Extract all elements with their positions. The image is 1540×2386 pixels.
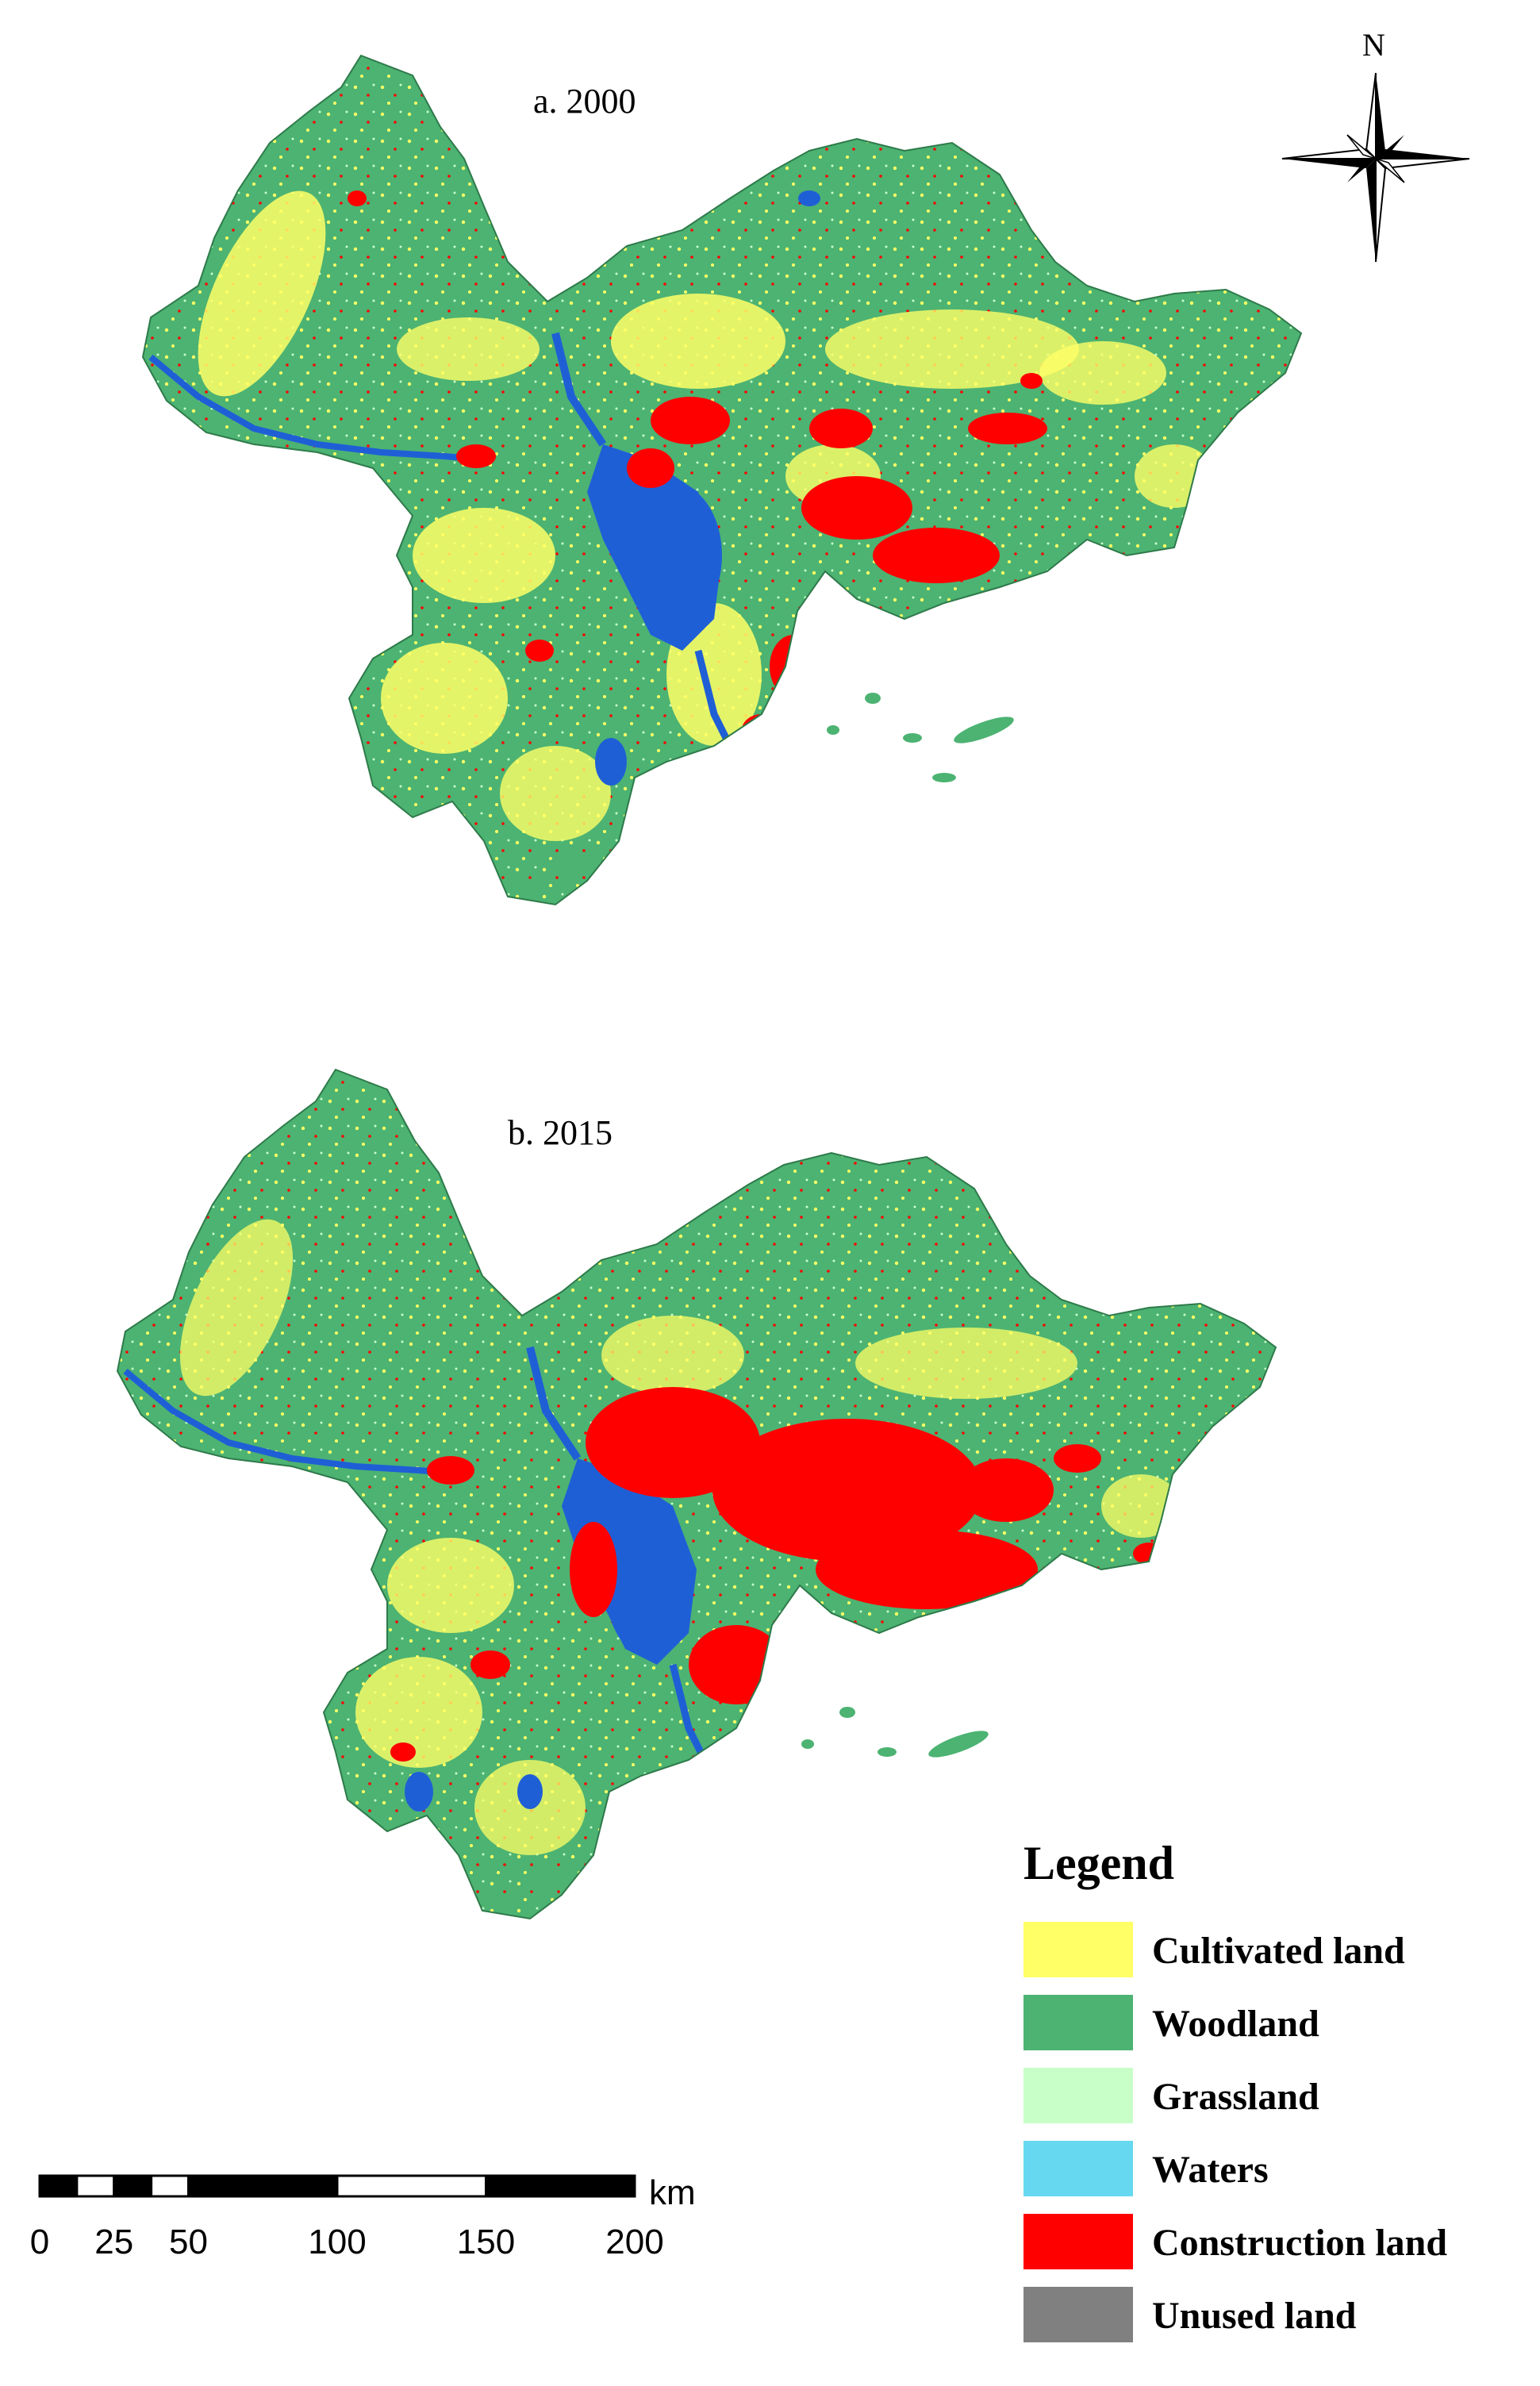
legend-label: Grassland bbox=[1152, 2076, 1319, 2118]
legend-label: Waters bbox=[1152, 2149, 1269, 2191]
map-title-2000: a. 2000 bbox=[533, 82, 636, 121]
scale-segment bbox=[150, 2174, 190, 2198]
legend-label: Unused land bbox=[1152, 2295, 1357, 2337]
scale-segment bbox=[485, 2174, 636, 2198]
scale-tick-label: 100 bbox=[308, 2223, 366, 2261]
legend-label: Woodland bbox=[1152, 2003, 1319, 2045]
scale-segment bbox=[336, 2174, 487, 2198]
north-arrow: N bbox=[1281, 27, 1470, 263]
scale-tick-label: 150 bbox=[457, 2223, 515, 2261]
scale-segment bbox=[187, 2174, 339, 2198]
map-2015: b. 2015 bbox=[117, 1069, 1277, 1919]
scale-segment bbox=[75, 2174, 116, 2198]
legend-swatch bbox=[1023, 1922, 1133, 1977]
legend-title: Legend bbox=[1023, 1837, 1174, 1889]
legend-label: Cultivated land bbox=[1152, 1930, 1405, 1972]
legend-swatch bbox=[1023, 2068, 1133, 2123]
scale-tick-label: 0 bbox=[30, 2223, 49, 2261]
scale-segment bbox=[113, 2174, 153, 2198]
legend-label: Construction land bbox=[1152, 2222, 1447, 2264]
scale-segment bbox=[38, 2174, 79, 2198]
legend-swatch bbox=[1023, 2214, 1133, 2269]
legend: Legend Cultivated land Woodland Grassland W… bbox=[1023, 1837, 1447, 2342]
map-2000: a. 2000 bbox=[142, 55, 1302, 905]
map-title-2015: b. 2015 bbox=[508, 1113, 613, 1152]
legend-swatch bbox=[1023, 2141, 1133, 2196]
scale-unit: km bbox=[649, 2173, 696, 2212]
scale-tick-label: 50 bbox=[169, 2223, 208, 2261]
legend-swatch bbox=[1023, 2287, 1133, 2342]
legend-swatch bbox=[1023, 1995, 1133, 2050]
north-label: N bbox=[1362, 27, 1385, 63]
scale-tick-label: 25 bbox=[94, 2223, 133, 2261]
scale-bar: 0 25 50 100 150 200 km bbox=[30, 2173, 696, 2261]
scale-tick-label: 200 bbox=[605, 2223, 663, 2261]
